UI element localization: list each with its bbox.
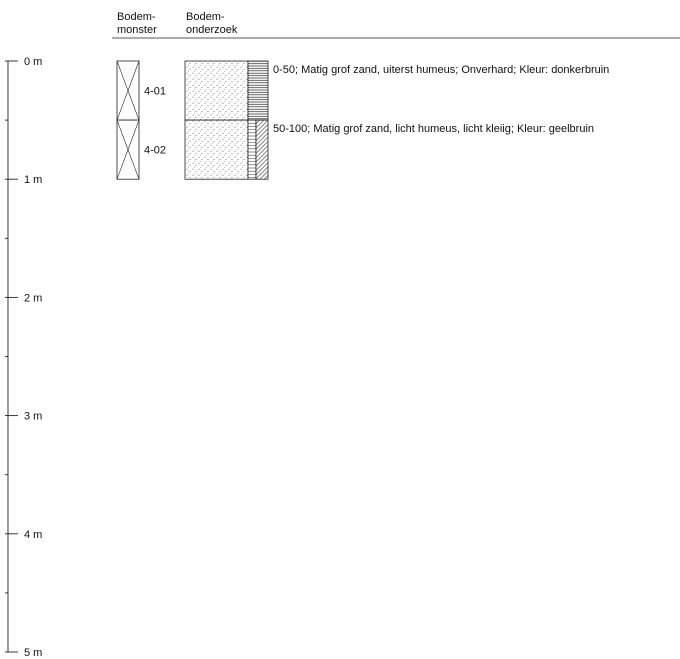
sample-label: 4-02 (144, 145, 166, 157)
lithology-column (184, 60, 269, 180)
sample-label: 4-01 (144, 86, 166, 98)
depth-label: 2 m (24, 292, 42, 304)
layer-descriptions: 0-50; Matig grof zand, uiterst humeus; O… (273, 64, 609, 135)
sample-cross-line (116, 119, 140, 180)
depth-label: 1 m (24, 174, 42, 186)
depth-label: 5 m (24, 647, 42, 659)
sample-cross-line (116, 60, 140, 121)
depth-axis: 0 m 1 m 2 m 3 m 4 m 5 m (5, 56, 42, 659)
humus-indicator (247, 119, 257, 180)
sample-column: 4-01 4-02 (116, 60, 166, 180)
sample-column-header-line1: Bodem- (117, 11, 156, 23)
survey-column-header-line1: Bodem- (186, 11, 225, 23)
humus-indicator (247, 60, 269, 121)
survey-column-header-line2: onderzoek (186, 24, 238, 36)
clay-indicator (255, 119, 269, 180)
sample-column-header-line2: monster (117, 24, 157, 36)
sand-layer (184, 119, 249, 180)
layer-description: 0-50; Matig grof zand, uiterst humeus; O… (273, 64, 609, 76)
layer-description: 50-100; Matig grof zand, licht humeus, l… (273, 123, 594, 135)
depth-label: 3 m (24, 411, 42, 423)
sand-layer (184, 60, 249, 121)
depth-label: 0 m (24, 56, 42, 68)
depth-label: 4 m (24, 529, 42, 541)
